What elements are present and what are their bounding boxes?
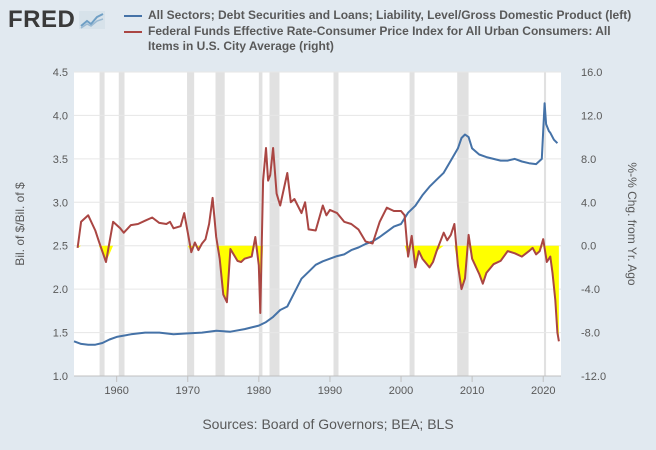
recession-band — [409, 72, 415, 376]
recession-band — [333, 72, 339, 376]
x-tick-label: 2000 — [389, 385, 413, 397]
recession-band — [215, 72, 225, 376]
fred-trend-icon — [79, 11, 106, 29]
recession-band — [543, 72, 547, 376]
right-tick-label: 8.0 — [581, 154, 596, 166]
legend-label-fedfunds: Federal Funds Effective Rate-Consumer Pr… — [148, 24, 611, 53]
right-tick-label: 0.0 — [581, 241, 596, 253]
right-tick-label: 4.0 — [581, 197, 596, 209]
right-tick-label: -4.0 — [581, 284, 600, 296]
right-axis-title: %-% Chg. from Yr. Ago — [625, 162, 639, 285]
right-tick-label: 16.0 — [581, 67, 602, 79]
chart-header: FRED All Sectors; Debt Securities and Lo… — [0, 0, 656, 64]
left-axis-title: Bil. of $/Bil. of $ — [13, 182, 27, 266]
left-tick-label: 1.5 — [53, 328, 68, 340]
legend-label-debt: All Sectors; Debt Securities and Loans; … — [148, 8, 632, 22]
x-tick-label: 2020 — [531, 385, 555, 397]
left-tick-label: 3.5 — [53, 154, 68, 166]
x-tick-label: 1960 — [104, 385, 128, 397]
left-tick-label: 3.0 — [53, 197, 68, 209]
right-tick-label: 12.0 — [581, 110, 602, 122]
left-tick-label: 2.0 — [53, 284, 68, 296]
legend-swatch-debt — [124, 15, 142, 17]
right-tick-label: -8.0 — [581, 328, 600, 340]
left-tick-label: 1.0 — [53, 371, 68, 383]
recession-band — [258, 72, 263, 376]
series-line-fedfunds-minus-cpi — [76, 147, 560, 342]
fred-logo[interactable]: FRED — [8, 6, 106, 34]
x-tick-label: 2010 — [460, 385, 484, 397]
legend-item-debt[interactable]: All Sectors; Debt Securities and Loans; … — [124, 8, 644, 23]
left-tick-label: 4.5 — [53, 67, 68, 79]
x-tick-label: 1990 — [318, 385, 342, 397]
right-tick-label: -12.0 — [581, 371, 606, 383]
recession-band — [269, 72, 280, 376]
recession-band — [118, 72, 125, 376]
fred-logo-text: FRED — [8, 6, 76, 33]
recession-band — [457, 72, 469, 376]
x-tick-label: 1970 — [176, 385, 200, 397]
recession-band — [187, 72, 195, 376]
left-tick-label: 2.5 — [53, 241, 68, 253]
legend-swatch-fedfunds — [124, 31, 142, 33]
chart-legend: All Sectors; Debt Securities and Loans; … — [124, 8, 644, 55]
x-tick-label: 1980 — [247, 385, 271, 397]
left-tick-label: 4.0 — [53, 110, 68, 122]
legend-item-fedfunds[interactable]: Federal Funds Effective Rate-Consumer Pr… — [124, 24, 644, 54]
chart-source: Sources: Board of Governors; BEA; BLS — [202, 416, 454, 432]
recession-band — [99, 72, 105, 376]
